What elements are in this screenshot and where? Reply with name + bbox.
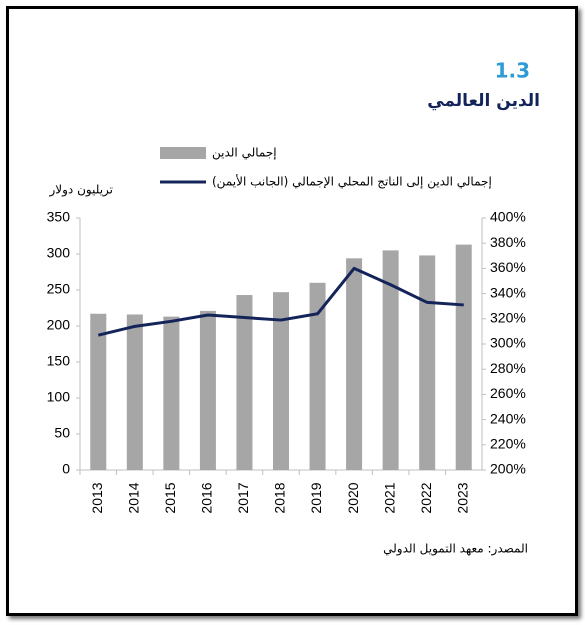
bar [382,250,399,470]
y-tick-label: 150 [47,353,71,369]
y-tick-label: 200 [47,317,71,333]
bar [199,310,216,470]
y2-tick-label: 400% [490,209,526,225]
y-tick-label: 0 [62,461,70,477]
y2-tick-label: 380% [490,234,526,250]
x-tick-label: 2014 [126,482,142,513]
y-axis-label: تريليون دولار [49,183,114,198]
bar [163,316,180,470]
x-tick-label: 2022 [418,482,434,513]
bar [455,244,472,470]
bar [309,282,326,470]
y2-tick-label: 320% [490,310,526,326]
bar [236,295,253,470]
x-tick-label: 2019 [308,482,324,513]
y2-tick-label: 260% [490,385,526,401]
x-tick-label: 2016 [199,482,215,513]
line [97,266,464,337]
x-tick-label: 2018 [272,482,288,513]
y2-tick-label: 300% [490,335,526,351]
y2-tick-label: 200% [490,461,526,477]
x-tick-label: 2020 [345,482,361,513]
y2-tick-label: 280% [490,360,526,376]
chart-title: الدين العالمي [427,91,540,111]
legend-label: إجمالي الدين إلى الناتج المحلي الإجمالي … [212,174,492,190]
y-tick-label: 100 [47,389,71,405]
legend-label: إجمالي الدين [212,146,277,161]
bar [273,292,289,470]
x-tick-label: 2015 [162,482,178,513]
x-tick-label: 2013 [89,482,105,513]
source-note: المصدر: معهد التمويل الدولي [383,542,528,557]
y-tick-label: 350 [47,209,71,225]
y-tick-label: 50 [54,425,70,441]
y2-tick-label: 340% [490,284,526,300]
y-tick-label: 250 [47,281,71,297]
y2-tick-label: 360% [490,259,526,275]
y2-tick-label: 240% [490,410,526,426]
x-tick-label: 2017 [235,482,251,513]
y2-tick-label: 220% [490,436,526,452]
x-tick-label: 2023 [454,482,470,513]
chart-number: 1.3 [495,59,530,83]
bar [126,314,143,470]
frame [6,6,578,616]
legend-swatch [160,147,206,159]
x-tick-label: 2021 [381,482,397,513]
bar [90,313,107,470]
y-tick-label: 300 [47,245,71,261]
bar [419,255,436,470]
bar [346,258,363,470]
